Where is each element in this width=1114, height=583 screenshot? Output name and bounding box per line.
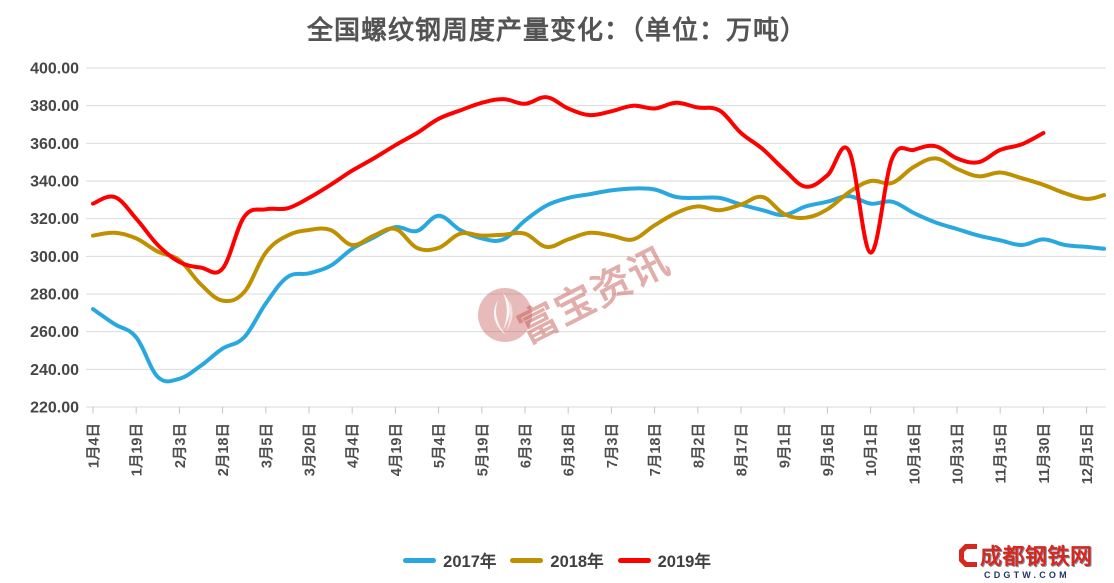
series-line-2017年 bbox=[91, 186, 1106, 384]
series-line-2018年 bbox=[91, 156, 1106, 304]
brand-name: 成都钢铁网 bbox=[980, 544, 1093, 569]
y-axis-label-320: 320.00 bbox=[30, 211, 79, 228]
chart-canvas: 400.00 380.00 360.00 340.00 320.00 300.00 280.… bbox=[30, 61, 1106, 484]
x-axis-label-5: 3月20日 bbox=[302, 423, 319, 476]
y-axis-label-220: 220.00 bbox=[30, 400, 79, 417]
x-axis-label-16: 9月1日 bbox=[777, 423, 794, 468]
x-axis-label-21: 11月15日 bbox=[993, 423, 1010, 483]
chart-title: 全国螺纹钢周度产量变化：（单位：万吨） bbox=[306, 16, 807, 45]
x-axis-label-17: 9月16日 bbox=[820, 423, 837, 476]
x-axis-label-0: 1月4日 bbox=[86, 423, 103, 468]
x-axis-label-6: 4月4日 bbox=[345, 423, 362, 468]
x-axis-label-15: 8月17日 bbox=[734, 423, 751, 476]
x-axis-label-11: 6月18日 bbox=[561, 423, 578, 476]
x-axis-label-3: 2月18日 bbox=[215, 423, 232, 476]
series-line-2019年 bbox=[91, 95, 1046, 275]
x-axis-label-14: 8月2日 bbox=[690, 423, 707, 468]
legend-item-2019年: 2019年 bbox=[617, 548, 711, 572]
x-axis-label-4: 3月5日 bbox=[258, 423, 275, 468]
y-axis-label-280: 280.00 bbox=[30, 287, 79, 304]
y-axis-label-260: 260.00 bbox=[30, 324, 79, 341]
cdgtw-logo-icon bbox=[959, 543, 977, 567]
x-axis-label-9: 5月19日 bbox=[474, 423, 491, 476]
y-axis-label-400: 400.00 bbox=[30, 61, 79, 78]
x-axis-label-18: 10月1日 bbox=[863, 423, 880, 476]
x-axis-label-2: 2月3日 bbox=[172, 423, 189, 468]
y-axis-label-240: 240.00 bbox=[30, 362, 79, 379]
x-axis-label-22: 11月30日 bbox=[1036, 423, 1053, 483]
legend-swatch-icon bbox=[403, 557, 437, 563]
x-axis-label-8: 5月4日 bbox=[431, 423, 448, 468]
brand-url: CDGTW.COM bbox=[984, 570, 1070, 580]
legend-item-2018年: 2018年 bbox=[510, 548, 604, 572]
chart-legend: 2017年 2018年 2019年 bbox=[0, 548, 1114, 572]
legend-item-2017年: 2017年 bbox=[403, 548, 496, 572]
x-axis-label-10: 6月3日 bbox=[518, 423, 535, 468]
x-axis-label-13: 7月18日 bbox=[647, 423, 664, 476]
x-axis-label-7: 4月19日 bbox=[388, 423, 405, 476]
legend-swatch-icon bbox=[617, 557, 651, 563]
legend-swatch-icon bbox=[510, 557, 544, 563]
y-axis-label-300: 300.00 bbox=[30, 249, 79, 266]
x-axis-label-20: 10月31日 bbox=[950, 423, 967, 484]
x-axis-label-12: 7月3日 bbox=[604, 423, 621, 468]
y-axis-label-380: 380.00 bbox=[30, 98, 79, 115]
legend-label: 2019年 bbox=[657, 553, 711, 571]
y-axis-label-340: 340.00 bbox=[30, 174, 79, 191]
legend-label: 2018年 bbox=[550, 553, 604, 571]
brand-watermark: 成都钢铁网 CDGTW.COM bbox=[958, 539, 1108, 580]
x-axis-label-1: 1月19日 bbox=[129, 423, 146, 476]
x-axis-label-23: 12月15日 bbox=[1079, 423, 1096, 484]
legend-label: 2017年 bbox=[443, 553, 497, 571]
x-axis-label-19: 10月16日 bbox=[906, 423, 923, 484]
y-axis-label-360: 360.00 bbox=[30, 136, 79, 153]
